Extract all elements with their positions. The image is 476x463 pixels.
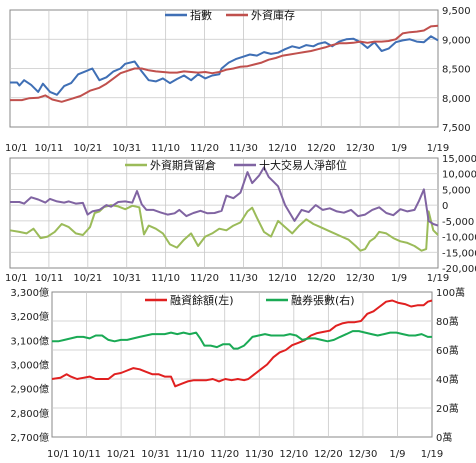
y-right-tick-label: 0萬 xyxy=(436,431,452,444)
x-tick-label: 12/10 xyxy=(268,143,297,154)
panel-margin-vs-short: 100萬 80萬 60萬 40萬 20萬 0萬 3,300億 3,200億 3,100億 3,00… xyxy=(10,286,465,460)
x-tick-label: 10/31 xyxy=(141,449,170,460)
legend-label: 融券張數(右) xyxy=(291,293,355,307)
y-right-tick-label: 10,000 xyxy=(442,170,476,181)
x-tick-label: 11/10 xyxy=(176,449,205,460)
series-line xyxy=(10,166,439,227)
x-tick-label: 11/10 xyxy=(151,143,180,154)
x-tick-label: 10/11 xyxy=(34,273,63,284)
y-right-tick-label: 8,000 xyxy=(442,94,471,105)
y-right-tick-label: 5,000 xyxy=(442,185,471,196)
y-right-tick-label: -15,000 xyxy=(442,248,476,259)
x-tick-label: 1/19 xyxy=(421,449,443,460)
y-right-tick-label: 9,500 xyxy=(442,6,471,17)
panel-index-vs-foreign-inventory: 7,500 8,000 8,500 9,000 9,500 10/1 10/11 10/21 1… xyxy=(5,6,471,154)
x-tick-label: 10/11 xyxy=(34,143,63,154)
y-left-tick-label: 2,900億 xyxy=(10,383,49,396)
y-left-tick-label: 2,800億 xyxy=(10,407,49,420)
legend-label: 指數 xyxy=(190,8,212,22)
panel-futures-vs-top10: 15,000 10,000 5,000 0 -5,000 -10,000 -15,000 -2… xyxy=(5,154,476,284)
x-tick-label: 10/21 xyxy=(73,273,102,284)
y-right-tick-label: 8,500 xyxy=(442,65,471,76)
x-tick-label: 1/19 xyxy=(427,273,449,284)
y-left-tick-label: 3,300億 xyxy=(10,286,49,299)
plot-frame xyxy=(51,291,433,438)
legend-label: 十大交易人淨部位 xyxy=(259,158,347,172)
x-tick-label: 12/10 xyxy=(279,449,308,460)
x-tick-label: 1/9 xyxy=(391,143,407,154)
y-right-tick-label: 60萬 xyxy=(436,344,459,357)
x-tick-label: 11/30 xyxy=(229,143,258,154)
x-tick-label: 10/31 xyxy=(112,273,141,284)
y-right-tick-label: 40萬 xyxy=(436,373,459,386)
y-right-tick-label: 80萬 xyxy=(436,315,459,328)
x-tick-label: 12/20 xyxy=(307,143,336,154)
x-tick-label: 12/10 xyxy=(268,273,297,284)
y-right-tick-label: 15,000 xyxy=(442,154,476,165)
y-right-tick-label: -5,000 xyxy=(442,217,474,228)
series-line xyxy=(51,299,433,388)
legend-label: 融資餘額(左) xyxy=(170,293,234,307)
x-tick-label: 10/21 xyxy=(107,449,136,460)
plot-frame xyxy=(9,157,439,269)
x-tick-label: 11/30 xyxy=(229,273,258,284)
legend-label: 外資庫存 xyxy=(251,8,295,22)
x-tick-label: 11/10 xyxy=(151,273,180,284)
y-right-tick-label: -20,000 xyxy=(442,264,476,275)
x-tick-label: 10/1 xyxy=(5,143,27,154)
series-line xyxy=(9,204,439,252)
legend-label: 外資期貨留倉 xyxy=(150,158,216,172)
y-left-tick-label: 2,700億 xyxy=(10,431,49,444)
x-tick-label: 10/21 xyxy=(73,143,102,154)
x-tick-label: 11/20 xyxy=(190,143,219,154)
y-left-tick-label: 3,200億 xyxy=(10,310,49,323)
series-line xyxy=(10,24,439,103)
y-right-tick-label: 7,500 xyxy=(442,123,471,134)
y-right-tick-label: 0 xyxy=(442,201,448,212)
x-tick-label: 11/30 xyxy=(245,449,274,460)
series-line xyxy=(52,330,432,350)
x-tick-label: 1/19 xyxy=(427,143,449,154)
x-tick-label: 10/1 xyxy=(5,273,27,284)
x-tick-label: 12/30 xyxy=(346,273,375,284)
x-tick-label: 12/30 xyxy=(348,449,377,460)
x-tick-label: 11/20 xyxy=(210,449,239,460)
y-right-tick-label: -10,000 xyxy=(442,233,476,244)
x-tick-label: 1/9 xyxy=(389,449,405,460)
x-tick-label: 12/20 xyxy=(314,449,343,460)
x-tick-label: 1/9 xyxy=(391,273,407,284)
x-tick-label: 10/11 xyxy=(72,449,101,460)
x-tick-label: 12/30 xyxy=(346,143,375,154)
x-tick-label: 11/20 xyxy=(190,273,219,284)
x-tick-label: 10/31 xyxy=(112,143,141,154)
y-right-tick-label: 100萬 xyxy=(436,286,465,299)
y-left-tick-label: 3,000億 xyxy=(10,359,49,372)
y-right-tick-label: 9,000 xyxy=(442,35,471,46)
x-tick-label: 12/20 xyxy=(307,273,336,284)
y-left-tick-label: 3,100億 xyxy=(10,334,49,347)
x-tick-label: 10/1 xyxy=(47,449,69,460)
y-right-tick-label: 20萬 xyxy=(436,402,459,415)
